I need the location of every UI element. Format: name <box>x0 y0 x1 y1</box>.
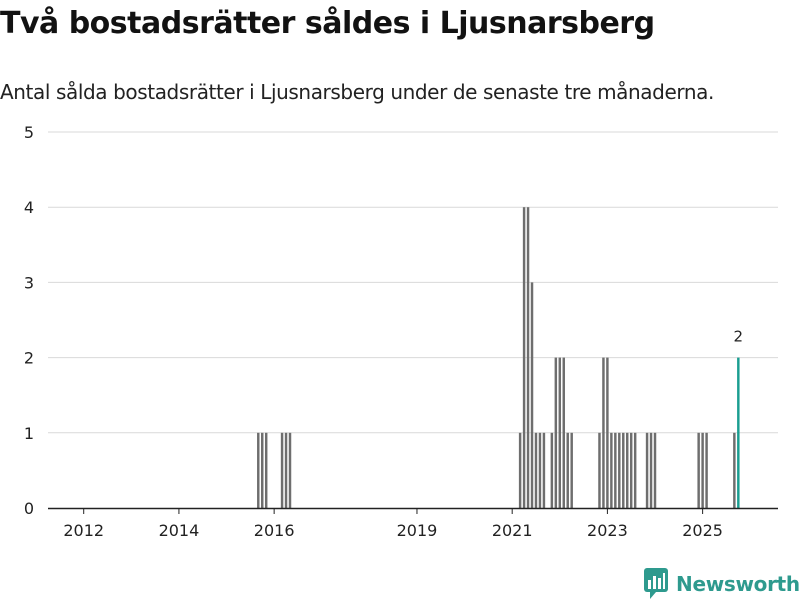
bar <box>284 432 288 508</box>
bar <box>645 432 649 508</box>
newsworthy-logo-icon <box>644 568 668 599</box>
bar <box>554 357 558 508</box>
y-tick-label: 0 <box>24 499 34 518</box>
bar <box>558 357 562 508</box>
brand[interactable]: Newsworthy <box>644 568 800 600</box>
x-tick-label: 2021 <box>492 521 533 540</box>
bar <box>701 432 704 508</box>
y-tick-label: 1 <box>24 424 34 443</box>
bar <box>518 432 522 508</box>
bar <box>629 432 633 508</box>
x-tick-label: 2014 <box>159 521 200 540</box>
bar <box>288 432 292 508</box>
bar <box>653 432 657 508</box>
x-tick-label: 2019 <box>397 521 438 540</box>
bars <box>257 207 740 508</box>
bar <box>610 432 613 508</box>
bar <box>618 432 621 508</box>
bar <box>633 432 637 508</box>
bar <box>264 432 268 508</box>
bar <box>280 432 284 508</box>
bar <box>530 282 534 508</box>
bar <box>261 432 264 508</box>
bar <box>606 357 609 508</box>
bar <box>534 432 538 508</box>
bar <box>598 432 601 508</box>
bar <box>697 432 700 508</box>
chart-subtitle: Antal sålda bostadsrätter i Ljusnarsberg… <box>0 80 714 104</box>
y-axis: 0 1 2 3 4 5 <box>24 123 34 518</box>
x-tick-label: 2023 <box>587 521 628 540</box>
bar <box>733 432 736 508</box>
data-label: 2 <box>734 328 744 346</box>
y-tick-label: 4 <box>24 198 34 217</box>
brand-name: Newsworthy <box>676 572 800 596</box>
bar <box>566 432 569 508</box>
bar <box>705 432 708 508</box>
bar <box>562 357 565 508</box>
bar <box>649 432 653 508</box>
x-tick-label: 2012 <box>63 521 104 540</box>
bar <box>550 432 554 508</box>
bar <box>626 432 629 508</box>
bar <box>538 432 542 508</box>
data-labels: 2 <box>734 328 744 346</box>
y-tick-label: 5 <box>24 123 34 142</box>
bar <box>614 432 617 508</box>
y-tick-label: 3 <box>24 273 34 292</box>
bar <box>526 207 530 508</box>
bar-highlight <box>737 357 740 508</box>
bar <box>257 432 260 508</box>
bar <box>602 357 605 508</box>
bar <box>622 432 625 508</box>
chart-title: Två bostadsrätter såldes i Ljusnarsberg <box>0 6 655 41</box>
grid-lines <box>48 131 778 434</box>
bar <box>542 432 546 508</box>
bar <box>522 207 526 508</box>
bar <box>570 432 573 508</box>
x-axis: 2012 2014 2016 2019 2021 2023 2025 <box>48 507 778 540</box>
x-tick-label: 2025 <box>682 521 723 540</box>
y-tick-label: 2 <box>24 349 34 368</box>
x-tick-label: 2016 <box>254 521 295 540</box>
